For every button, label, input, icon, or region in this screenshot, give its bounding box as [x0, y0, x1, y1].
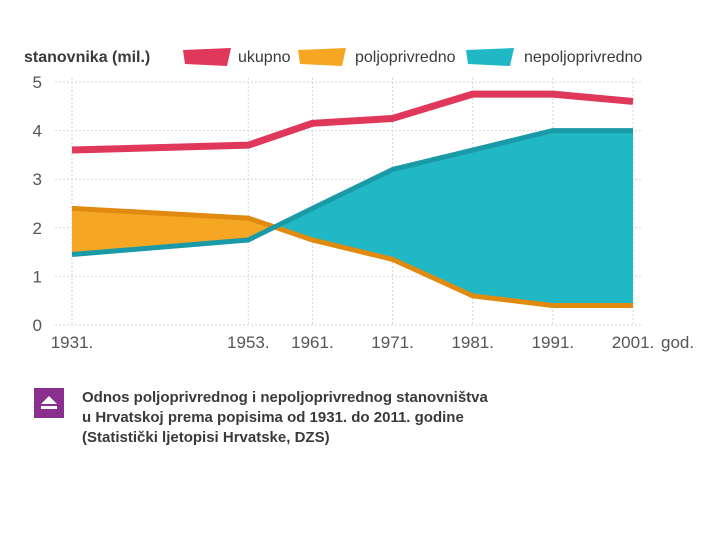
- y-axis-title: stanovnika (mil.): [24, 49, 150, 66]
- legend-label-poljoprivredno: poljoprivredno: [355, 49, 456, 66]
- chart-svg: 0 1 2 3 4 5 1931. 1953. 1961. 1971. 1981. 1991. 2001…: [24, 48, 694, 352]
- line-ukupno: [71, 90, 634, 154]
- line-poljoprivredno: [71, 205, 633, 309]
- legend-label-ukupno: ukupno: [238, 49, 291, 66]
- y-tick-label-2: 2: [33, 219, 42, 238]
- y-tick-label-4: 4: [33, 122, 42, 141]
- x-tick-label-4: 1981.: [451, 333, 494, 352]
- legend-label-nepoljoprivredno: nepoljoprivredno: [524, 49, 642, 66]
- x-tick-label-1: 1953.: [227, 333, 270, 352]
- line-nepoljoprivredno: [71, 128, 633, 258]
- area-poljoprivredno: [72, 208, 275, 255]
- x-tick-label-2: 1961.: [291, 333, 334, 352]
- x-axis-unit-label: god.: [661, 333, 694, 352]
- figure-caption: Odnos poljoprivrednog i nepoljoprivredno…: [34, 388, 554, 448]
- y-tick-label-0: 0: [33, 316, 42, 335]
- y-tick-label-5: 5: [33, 73, 42, 92]
- legend-swatch-poljoprivredno: [298, 48, 346, 66]
- caption-line-2: u Hrvatskoj prema popisima od 1931. do 2…: [82, 409, 464, 426]
- x-tick-label-6: 2001.: [612, 333, 655, 352]
- y-tick-label-1: 1: [33, 267, 42, 286]
- caption-text: Odnos poljoprivrednog i nepoljoprivredno…: [82, 388, 488, 448]
- legend-swatch-nepoljoprivredno: [466, 48, 514, 66]
- eject-icon: [34, 388, 64, 418]
- area-nepoljoprivredno: [274, 130, 633, 306]
- caption-line-1: Odnos poljoprivrednog i nepoljoprivredno…: [82, 389, 488, 406]
- y-tick-label-3: 3: [33, 170, 42, 189]
- x-tick-label-3: 1971.: [371, 333, 414, 352]
- legend-swatch-ukupno: [183, 48, 231, 66]
- x-tick-label-0: 1931.: [51, 333, 94, 352]
- caption-line-3: (Statistički ljetopisi Hrvatske, DZS): [82, 429, 330, 446]
- x-tick-label-5: 1991.: [532, 333, 575, 352]
- chart: 0 1 2 3 4 5 1931. 1953. 1961. 1971. 1981. 1991. 2001…: [24, 48, 694, 352]
